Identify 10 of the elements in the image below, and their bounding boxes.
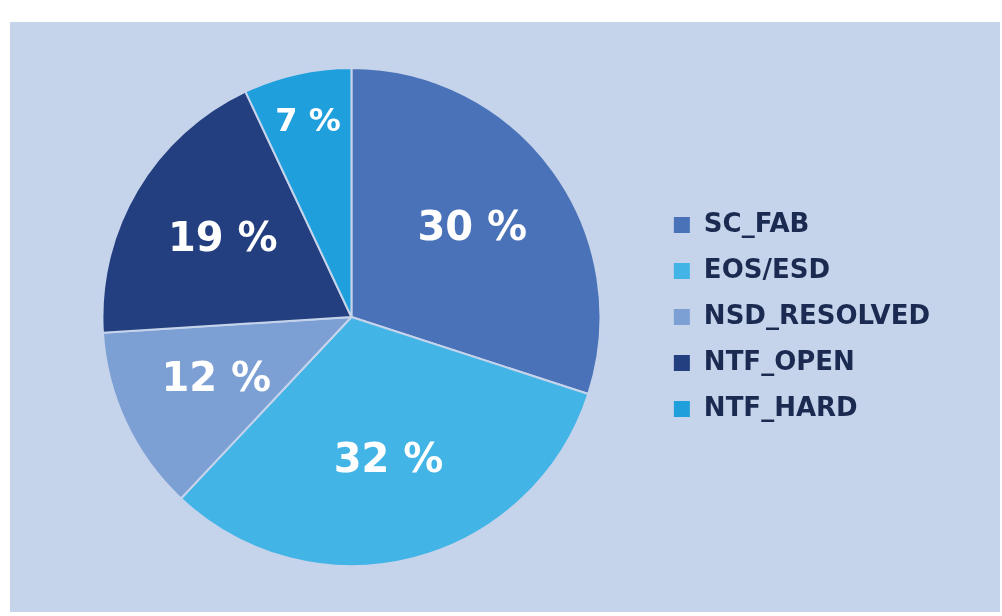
- data-label: 32 %: [333, 435, 444, 482]
- legend-label: NSD_RESOLVED: [703, 299, 931, 330]
- legend-label: NTF_HARD: [703, 391, 858, 422]
- data-label: 19 %: [168, 214, 278, 261]
- data-label: 12 %: [161, 354, 272, 400]
- legend-label: NTF_OPEN: [703, 345, 855, 376]
- legend-label: SC_FAB: [703, 207, 810, 238]
- data-label: 7 %: [275, 100, 341, 139]
- legend-label: EOS/ESD: [703, 253, 831, 284]
- data-label: 30 %: [417, 202, 528, 249]
